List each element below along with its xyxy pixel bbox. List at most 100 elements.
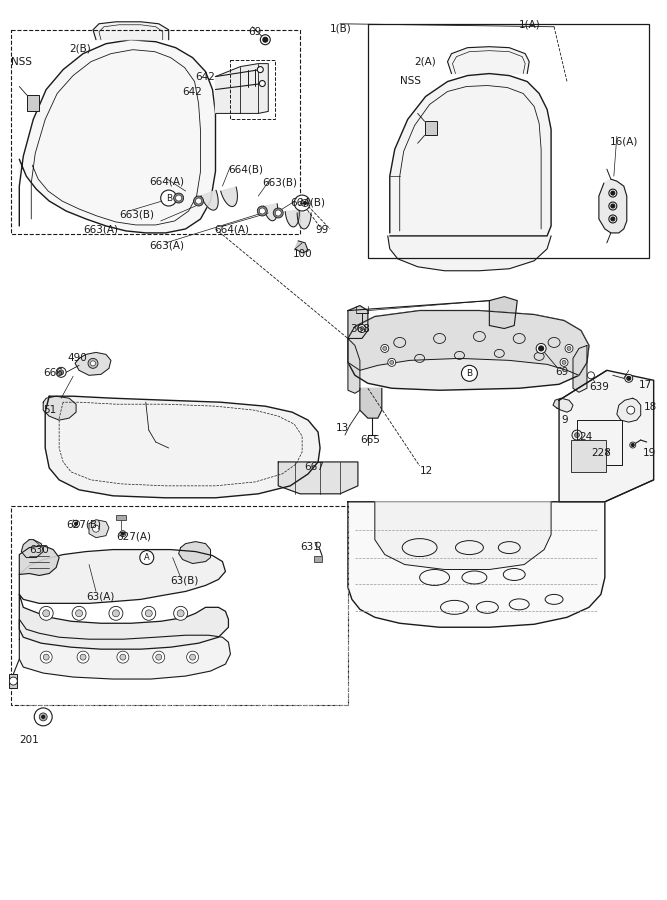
Circle shape xyxy=(388,358,396,366)
Text: 666: 666 xyxy=(43,368,63,378)
Text: 663(A): 663(A) xyxy=(149,241,184,251)
Circle shape xyxy=(9,677,17,685)
Text: 664(A): 664(A) xyxy=(149,176,184,186)
Circle shape xyxy=(177,610,184,616)
Circle shape xyxy=(140,551,154,564)
Circle shape xyxy=(588,372,594,379)
Circle shape xyxy=(567,346,571,350)
Circle shape xyxy=(627,406,635,414)
Text: 490: 490 xyxy=(67,354,87,364)
Circle shape xyxy=(39,713,47,721)
Circle shape xyxy=(315,542,321,547)
Circle shape xyxy=(73,520,79,527)
Text: NSS: NSS xyxy=(400,76,421,86)
Text: 24: 24 xyxy=(579,432,592,442)
Circle shape xyxy=(91,361,95,366)
Polygon shape xyxy=(295,241,308,253)
Circle shape xyxy=(121,532,124,536)
Text: 16(A): 16(A) xyxy=(610,136,638,147)
Text: 663(A): 663(A) xyxy=(83,225,118,235)
Text: A: A xyxy=(144,554,149,562)
Polygon shape xyxy=(599,179,627,233)
Circle shape xyxy=(360,327,364,330)
Polygon shape xyxy=(360,388,382,418)
Polygon shape xyxy=(19,545,59,575)
Polygon shape xyxy=(617,398,641,422)
Circle shape xyxy=(630,442,636,448)
Text: 228: 228 xyxy=(591,448,611,458)
Text: 663(B): 663(B) xyxy=(119,209,154,219)
Polygon shape xyxy=(375,502,551,570)
Circle shape xyxy=(381,345,389,353)
Bar xyxy=(27,95,39,112)
Polygon shape xyxy=(490,297,517,328)
Circle shape xyxy=(627,376,631,381)
Text: 9: 9 xyxy=(561,415,568,425)
Text: 631: 631 xyxy=(300,542,320,552)
Bar xyxy=(577,420,622,465)
Circle shape xyxy=(259,80,265,86)
Circle shape xyxy=(34,708,52,725)
Ellipse shape xyxy=(175,195,181,201)
Circle shape xyxy=(609,215,617,223)
Text: 663(B): 663(B) xyxy=(262,177,297,187)
Bar xyxy=(368,23,649,257)
Text: 664(A): 664(A) xyxy=(215,225,249,235)
Polygon shape xyxy=(21,540,43,558)
Polygon shape xyxy=(263,203,277,220)
Circle shape xyxy=(161,190,177,206)
Circle shape xyxy=(113,610,119,616)
Polygon shape xyxy=(19,40,215,233)
Polygon shape xyxy=(553,398,573,412)
Polygon shape xyxy=(388,236,551,271)
Polygon shape xyxy=(559,370,654,502)
Text: 639: 639 xyxy=(589,382,609,392)
Circle shape xyxy=(117,652,129,663)
Ellipse shape xyxy=(273,208,283,218)
Ellipse shape xyxy=(275,210,281,216)
Text: 201: 201 xyxy=(19,734,39,745)
Polygon shape xyxy=(19,594,228,649)
Ellipse shape xyxy=(257,206,267,216)
Text: 19: 19 xyxy=(643,448,656,458)
Polygon shape xyxy=(573,346,587,392)
Polygon shape xyxy=(285,211,299,227)
Circle shape xyxy=(611,204,615,208)
Polygon shape xyxy=(75,353,111,375)
Circle shape xyxy=(462,365,478,382)
Text: 642: 642 xyxy=(195,72,215,82)
Polygon shape xyxy=(348,310,589,375)
Text: 2(B): 2(B) xyxy=(69,44,91,54)
Text: 664(B): 664(B) xyxy=(290,197,325,207)
Ellipse shape xyxy=(193,196,203,206)
Circle shape xyxy=(562,360,566,364)
Text: 51: 51 xyxy=(43,405,57,415)
Circle shape xyxy=(625,374,633,382)
Polygon shape xyxy=(390,74,551,236)
Circle shape xyxy=(145,610,152,616)
Bar xyxy=(116,515,126,519)
Text: 664(B): 664(B) xyxy=(228,164,263,175)
Circle shape xyxy=(40,652,52,663)
Circle shape xyxy=(631,444,634,446)
Text: B: B xyxy=(165,194,171,202)
Circle shape xyxy=(294,195,310,211)
Circle shape xyxy=(59,370,63,374)
Text: 69: 69 xyxy=(555,367,568,377)
Circle shape xyxy=(611,217,615,221)
Circle shape xyxy=(565,345,573,353)
Circle shape xyxy=(153,652,165,663)
Circle shape xyxy=(260,35,270,45)
Circle shape xyxy=(39,607,53,620)
Text: 630: 630 xyxy=(29,544,49,554)
Text: 63(A): 63(A) xyxy=(86,591,115,601)
Text: 627(B): 627(B) xyxy=(66,519,101,530)
Circle shape xyxy=(56,367,66,377)
Polygon shape xyxy=(297,213,311,229)
Circle shape xyxy=(75,610,83,616)
Bar xyxy=(11,506,348,705)
Text: 63(B): 63(B) xyxy=(171,575,199,586)
Circle shape xyxy=(142,607,155,620)
Circle shape xyxy=(43,654,49,660)
Circle shape xyxy=(77,652,89,663)
